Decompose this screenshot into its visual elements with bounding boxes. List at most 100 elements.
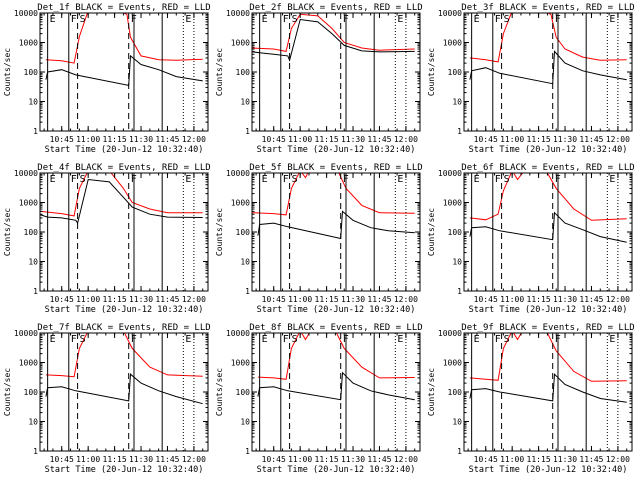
lld-series-line bbox=[252, 13, 415, 52]
time-marker-label: S bbox=[292, 14, 298, 25]
panel-title: Det_6f BLACK = Events, RED = LLD bbox=[461, 163, 634, 173]
y-axis-label: Counts/sec bbox=[3, 48, 12, 96]
plot-area bbox=[469, 13, 627, 85]
plot-frame bbox=[39, 172, 209, 292]
y-tick-label: 10 bbox=[28, 418, 38, 427]
y-tick-label: 10 bbox=[240, 98, 250, 107]
plot-frame bbox=[39, 12, 209, 132]
y-tick-label: 100 bbox=[236, 68, 251, 77]
lld-series-line bbox=[45, 333, 203, 378]
x-tick-label: 10:45 bbox=[474, 295, 498, 304]
time-marker-label: E bbox=[50, 174, 56, 185]
time-marker-label: S bbox=[292, 334, 298, 345]
detector-panel: Det_8f BLACK = Events, RED = LLDEFSFE110… bbox=[215, 323, 423, 475]
x-tick-label: 12:00 bbox=[182, 295, 206, 304]
detector-panel: Det_7f BLACK = Events, RED = LLDEFSFE110… bbox=[3, 323, 211, 475]
x-tick-label: 12:00 bbox=[606, 455, 630, 464]
x-tick-label: 11:30 bbox=[553, 295, 577, 304]
x-tick-label: 11:15 bbox=[103, 455, 127, 464]
time-marker-label: E bbox=[397, 334, 403, 345]
x-tick-label: 11:45 bbox=[579, 135, 603, 144]
plot-area bbox=[257, 333, 415, 401]
x-axis-label: Start Time (20-Jun-12 10:32:40) bbox=[469, 465, 628, 475]
lld-series-line bbox=[257, 333, 415, 380]
events-series-line bbox=[257, 371, 415, 401]
plot-frame bbox=[251, 332, 421, 452]
y-tick-label: 100 bbox=[448, 228, 463, 237]
y-tick-label: 1 bbox=[33, 287, 38, 296]
time-marker-label: E bbox=[185, 14, 191, 25]
y-tick-label: 1000 bbox=[231, 39, 250, 48]
y-axis-label: Counts/sec bbox=[3, 208, 12, 256]
lld-series-line bbox=[469, 13, 627, 63]
panel-title: Det_9f BLACK = Events, RED = LLD bbox=[461, 323, 634, 333]
x-tick-label: 12:00 bbox=[394, 295, 418, 304]
time-marker-label: E bbox=[474, 14, 480, 25]
x-tick-label: 12:00 bbox=[606, 135, 630, 144]
x-tick-label: 11:45 bbox=[579, 295, 603, 304]
y-tick-label: 10 bbox=[28, 98, 38, 107]
time-marker-label: F bbox=[71, 14, 77, 25]
y-tick-label: 100 bbox=[448, 388, 463, 397]
y-tick-label: 100 bbox=[24, 68, 39, 77]
time-marker-label: F bbox=[495, 14, 501, 25]
time-marker-label: F bbox=[71, 334, 77, 345]
y-tick-label: 10 bbox=[28, 258, 38, 267]
x-axis-label: Start Time (20-Jun-12 10:32:40) bbox=[45, 465, 204, 475]
x-tick-label: 10:45 bbox=[262, 135, 286, 144]
x-tick-label: 11:00 bbox=[500, 455, 524, 464]
y-tick-label: 10000 bbox=[14, 329, 38, 338]
plot-frame bbox=[463, 332, 633, 452]
x-axis-label: Start Time (20-Jun-12 10:32:40) bbox=[257, 305, 416, 315]
x-tick-label: 11:15 bbox=[315, 295, 339, 304]
plot-area bbox=[252, 13, 415, 62]
x-tick-label: 11:15 bbox=[315, 135, 339, 144]
x-tick-label: 10:45 bbox=[262, 295, 286, 304]
y-tick-label: 1000 bbox=[443, 199, 462, 208]
lld-series-line bbox=[40, 173, 203, 217]
x-tick-label: 11:30 bbox=[129, 455, 153, 464]
events-series-line bbox=[469, 211, 627, 243]
time-marker-label: E bbox=[50, 14, 56, 25]
x-tick-label: 11:30 bbox=[341, 135, 365, 144]
x-tick-label: 11:00 bbox=[288, 455, 312, 464]
y-tick-label: 10000 bbox=[438, 329, 462, 338]
x-tick-label: 11:45 bbox=[155, 455, 179, 464]
x-axis-label: Start Time (20-Jun-12 10:32:40) bbox=[257, 145, 416, 155]
detector-panel: Det_1f BLACK = Events, RED = LLDEFSFE110… bbox=[3, 3, 211, 155]
events-series-line bbox=[45, 54, 203, 87]
y-tick-label: 1000 bbox=[443, 39, 462, 48]
time-marker-label: F bbox=[283, 174, 289, 185]
x-tick-label: 11:15 bbox=[527, 455, 551, 464]
time-marker-label: S bbox=[80, 14, 86, 25]
time-marker-label: E bbox=[262, 334, 268, 345]
detector-panel: Det_9f BLACK = Events, RED = LLDEFSFE110… bbox=[427, 323, 635, 475]
x-tick-label: 12:00 bbox=[182, 455, 206, 464]
plot-frame bbox=[251, 12, 421, 132]
x-tick-label: 11:00 bbox=[288, 295, 312, 304]
y-tick-label: 100 bbox=[236, 228, 251, 237]
x-tick-label: 12:00 bbox=[394, 135, 418, 144]
y-axis-label: Counts/sec bbox=[215, 48, 224, 96]
y-tick-label: 1 bbox=[33, 127, 38, 136]
plot-frame bbox=[463, 12, 633, 132]
y-tick-label: 1000 bbox=[231, 359, 250, 368]
y-tick-label: 10000 bbox=[14, 169, 38, 178]
x-axis-label: Start Time (20-Jun-12 10:32:40) bbox=[45, 305, 204, 315]
panel-title: Det_4f BLACK = Events, RED = LLD bbox=[37, 163, 210, 173]
x-tick-label: 11:30 bbox=[341, 295, 365, 304]
x-tick-label: 11:00 bbox=[76, 135, 100, 144]
y-tick-label: 100 bbox=[448, 68, 463, 77]
x-tick-label: 11:45 bbox=[155, 295, 179, 304]
x-tick-label: 10:45 bbox=[50, 455, 74, 464]
events-series-line bbox=[40, 178, 203, 225]
plot-area bbox=[252, 173, 415, 240]
x-tick-label: 11:00 bbox=[288, 135, 312, 144]
x-tick-label: 11:15 bbox=[527, 295, 551, 304]
y-tick-label: 1 bbox=[457, 447, 462, 456]
x-axis-label: Start Time (20-Jun-12 10:32:40) bbox=[45, 145, 204, 155]
x-tick-label: 11:15 bbox=[103, 135, 127, 144]
x-tick-label: 11:15 bbox=[315, 455, 339, 464]
detector-panel: Det_4f BLACK = Events, RED = LLDEFSFE110… bbox=[3, 163, 211, 315]
